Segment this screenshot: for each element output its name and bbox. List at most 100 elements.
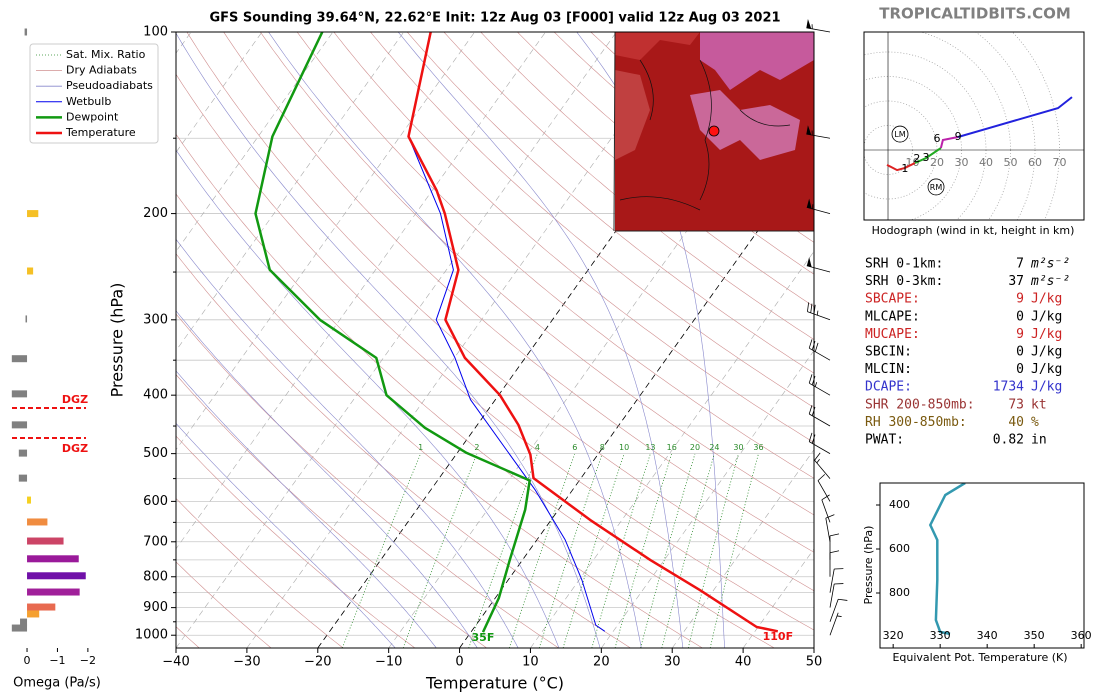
dry-adiabat: [443, 32, 814, 340]
stat-value: 7: [1016, 257, 1024, 272]
inset-map: [613, 31, 815, 232]
stat-unit: J/kg: [1031, 327, 1062, 342]
mixing-ratio-label: 36: [753, 443, 763, 452]
stat-unit: kt: [1031, 397, 1047, 412]
wind-barb: [817, 474, 831, 502]
y-tick-label: 800: [143, 569, 168, 584]
thetae-x-tick-label: 320: [883, 629, 904, 642]
hodo-ring-label: 40: [979, 156, 993, 169]
stat-value: 0.82: [993, 433, 1024, 448]
stat-unit: %: [1031, 415, 1039, 430]
stat-label: SHR 200-850mb:: [865, 397, 975, 412]
wind-barb: [829, 583, 844, 608]
dry-adiabat: [176, 374, 487, 648]
wind-barb: [825, 514, 835, 542]
stat-value: 0: [1016, 309, 1024, 324]
profile-line: [254, 32, 531, 633]
mixing-ratio-line: [468, 453, 538, 648]
stat-unit: J/kg: [1031, 345, 1062, 360]
barb-staff: [808, 339, 831, 361]
omega-bar: [27, 588, 80, 596]
surface-label: 110F: [763, 630, 793, 643]
wind-barb: [806, 18, 831, 33]
map-heat: [690, 90, 800, 160]
omega-bar: [27, 610, 40, 618]
y-tick-label: 400: [143, 388, 168, 403]
mixing-ratio-label: 1: [418, 443, 423, 452]
wind-barb: [806, 125, 831, 139]
legend-label: Dewpoint: [66, 110, 119, 123]
barb-staff: [829, 568, 844, 593]
isotherm-grid-extra: [176, 32, 334, 252]
omega-bar: [25, 315, 28, 323]
mixing-ratio-label: 10: [619, 443, 629, 452]
mixing-ratio-line: [640, 453, 696, 648]
x-tick-label: −20: [304, 655, 331, 670]
dry-adiabat: [370, 32, 814, 408]
stat-unit: J/kg: [1031, 362, 1062, 377]
omega-tick-label: 0: [24, 654, 31, 667]
hodo-ring-label: 60: [1028, 156, 1042, 169]
hodo-line: [939, 136, 959, 149]
chart-title: GFS Sounding 39.64°N, 22.62°E Init: 12z …: [209, 11, 780, 26]
stat-label: SRH 0-3km:: [865, 274, 943, 289]
hodo-height-label: 3: [922, 151, 929, 164]
wind-barb: [808, 374, 831, 396]
legend-label: Temperature: [65, 126, 136, 139]
omega-bar: [20, 618, 28, 626]
x-tick-label: 30: [664, 655, 681, 670]
dry-adiabat: [176, 193, 703, 648]
wind-barb: [829, 598, 848, 622]
hodo-height-label: 1: [901, 162, 908, 175]
profile-line: [408, 32, 606, 632]
legend-label: Pseudoadiabats: [66, 79, 153, 92]
y-tick-label: 1000: [135, 628, 168, 643]
omega-tick-label: −1: [49, 654, 65, 667]
storm-motion-label: RM: [930, 183, 943, 192]
barb-staff: [829, 598, 848, 622]
mixing-ratio-label: 30: [733, 443, 743, 452]
stat-label: DCAPE:: [865, 380, 912, 395]
barb-staff: [808, 432, 831, 454]
dry-adiabat: [480, 32, 814, 307]
barb-flag: [806, 125, 812, 135]
hodograph-caption: Hodograph (wind in kt, height in km): [872, 224, 1075, 237]
thetae-y-tick-label: 600: [889, 542, 910, 555]
omega-bar: [18, 474, 28, 482]
y-tick-label: 700: [143, 534, 168, 549]
thetae-y-label: Pressure (hPa): [862, 526, 875, 605]
pseudoadiabat: [176, 238, 519, 648]
omega-bar: [18, 449, 28, 457]
legend-label: Sat. Mix. Ratio: [66, 48, 146, 61]
hodo-ring-label: 30: [955, 156, 969, 169]
hodo-ring-label: 50: [1004, 156, 1018, 169]
map-heat: [700, 32, 814, 90]
isotherm-grid-extra: [176, 32, 405, 352]
thetae-x-tick-label: 350: [1024, 629, 1045, 642]
thetae-frame: [879, 482, 1085, 649]
mixing-ratio-line: [709, 453, 759, 648]
wind-barb: [807, 302, 831, 321]
stat-value: 1734: [993, 380, 1024, 395]
thetae-x-label: Equivalent Pot. Temperature (K): [892, 651, 1067, 664]
dry-adiabat: [260, 32, 814, 516]
thetae-x-tick-label: 330: [930, 629, 951, 642]
thetae-y-tick-label: 800: [889, 586, 910, 599]
wind-barb: [829, 568, 844, 593]
barb-staff: [808, 405, 831, 427]
barb-staff: [829, 550, 840, 577]
y-tick-label: 500: [143, 446, 168, 461]
omega-bar: [27, 210, 39, 218]
hodo-ring-label: 70: [1053, 156, 1067, 169]
hodo-line: [957, 96, 1073, 138]
dry-adiabat: [406, 32, 814, 374]
barb-staff: [821, 494, 831, 523]
pseudoadiabat: [176, 310, 478, 648]
pseudoadiabat: [176, 149, 560, 648]
plot-frame: [175, 31, 815, 649]
thetae-line: [928, 483, 966, 636]
pseudoadiabat: [397, 32, 684, 648]
omega-bar: [27, 496, 31, 504]
